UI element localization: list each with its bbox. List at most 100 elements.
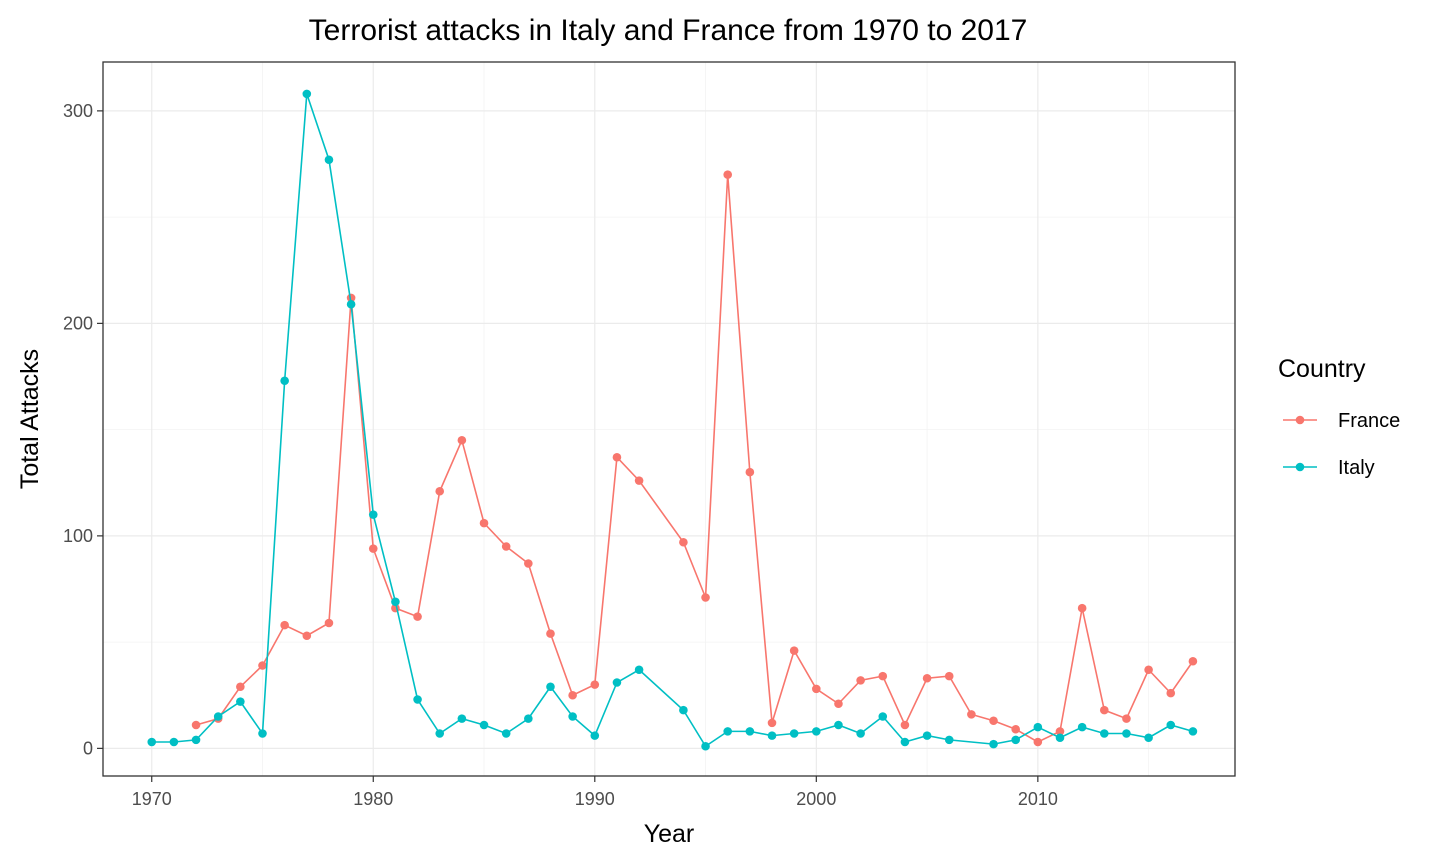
- data-point-italy: [258, 729, 267, 738]
- data-point-france: [368, 544, 378, 553]
- data-point-italy: [856, 729, 865, 738]
- data-point-france: [324, 618, 334, 628]
- data-point-france: [1188, 656, 1198, 666]
- data-point-italy: [789, 729, 799, 738]
- series-layer: [147, 89, 1198, 751]
- x-tick-label: 1990: [575, 789, 615, 809]
- series-line-france: [195, 174, 1194, 743]
- data-point-france: [457, 435, 467, 445]
- data-point-france: [236, 682, 245, 692]
- data-point-italy: [922, 731, 932, 740]
- data-point-italy: [546, 682, 555, 692]
- data-point-italy: [944, 735, 954, 745]
- y-tick-label: 300: [63, 101, 93, 121]
- data-point-france: [524, 559, 533, 568]
- data-point-italy: [878, 712, 888, 721]
- data-point-italy: [457, 714, 467, 723]
- legend-item-italy: Italy: [1283, 457, 1375, 479]
- data-point-france: [1099, 705, 1109, 715]
- data-point-italy: [723, 727, 733, 736]
- data-point-italy: [524, 714, 533, 723]
- data-point-italy: [368, 510, 378, 519]
- data-point-france: [701, 593, 710, 602]
- data-point-italy: [501, 729, 511, 738]
- legend-key-point-italy: [1295, 462, 1305, 472]
- data-point-italy: [900, 737, 910, 747]
- data-point-italy: [1122, 729, 1131, 738]
- y-tick-label: 200: [63, 313, 93, 333]
- data-point-france: [922, 673, 932, 683]
- data-point-france: [723, 170, 733, 179]
- legend-items: France Italy: [1283, 410, 1400, 479]
- data-point-italy: [767, 731, 777, 740]
- data-point-france: [634, 476, 644, 485]
- data-point-france: [435, 486, 445, 496]
- data-point-france: [767, 718, 777, 728]
- data-point-france: [280, 620, 289, 630]
- data-point-france: [679, 537, 688, 547]
- legend-item-france: France: [1283, 410, 1400, 432]
- x-tick-label: 2010: [1018, 789, 1058, 809]
- data-point-italy: [679, 705, 688, 715]
- data-point-france: [568, 690, 577, 700]
- data-point-france: [1055, 727, 1065, 736]
- data-point-italy: [1188, 727, 1198, 736]
- gridlines: [103, 62, 1235, 776]
- data-point-italy: [413, 695, 422, 704]
- data-point-italy: [568, 712, 577, 721]
- chart-title: Terrorist attacks in Italy and France fr…: [309, 14, 1028, 47]
- data-point-italy: [391, 597, 400, 607]
- series-france: [191, 170, 1198, 747]
- data-point-italy: [213, 712, 223, 721]
- legend-key-point-france: [1295, 415, 1305, 425]
- data-point-france: [1077, 603, 1087, 613]
- data-point-italy: [1055, 733, 1065, 743]
- data-point-italy: [280, 376, 289, 386]
- data-point-italy: [701, 741, 710, 751]
- data-point-france: [834, 699, 843, 709]
- data-point-france: [501, 542, 511, 551]
- data-point-italy: [346, 299, 356, 309]
- data-point-italy: [745, 727, 755, 736]
- data-point-france: [191, 720, 201, 730]
- data-point-france: [546, 629, 555, 638]
- data-point-france: [413, 612, 422, 621]
- data-point-france: [302, 631, 312, 641]
- data-point-france: [944, 671, 954, 681]
- y-axis-title: Total Attacks: [16, 349, 44, 489]
- plot-panel-border: [102, 61, 1236, 777]
- data-point-italy: [191, 735, 201, 745]
- data-point-france: [258, 661, 267, 670]
- data-point-italy: [834, 720, 843, 730]
- data-point-italy: [1166, 720, 1176, 730]
- data-point-italy: [302, 89, 312, 99]
- legend-label-france: France: [1338, 410, 1400, 432]
- data-point-italy: [169, 737, 179, 747]
- data-point-france: [1122, 714, 1131, 723]
- data-point-italy: [1099, 729, 1109, 738]
- legend: Country France Italy: [1278, 355, 1400, 479]
- data-point-italy: [634, 665, 644, 675]
- y-tick-label: 100: [63, 526, 93, 546]
- data-point-france: [900, 720, 910, 730]
- data-point-france: [612, 452, 622, 462]
- data-point-france: [590, 680, 600, 689]
- data-point-france: [856, 676, 865, 685]
- x-tick-label: 1980: [353, 789, 393, 809]
- x-tick-label: 1970: [132, 789, 172, 809]
- series-italy: [147, 89, 1198, 751]
- x-tick-label: 2000: [796, 789, 836, 809]
- y-tick-label: 0: [83, 738, 93, 758]
- data-point-france: [812, 684, 821, 694]
- data-point-france: [479, 518, 489, 528]
- legend-label-italy: Italy: [1338, 457, 1375, 479]
- data-point-france: [1011, 724, 1020, 734]
- x-axis-title: Year: [644, 820, 695, 848]
- data-point-italy: [479, 720, 489, 730]
- data-point-italy: [1033, 722, 1043, 732]
- data-point-italy: [989, 739, 998, 749]
- axes: 1970 1980 1990 2000 2010 0 100 200 300: [63, 101, 1058, 809]
- data-point-france: [967, 710, 976, 719]
- data-point-france: [1144, 665, 1153, 675]
